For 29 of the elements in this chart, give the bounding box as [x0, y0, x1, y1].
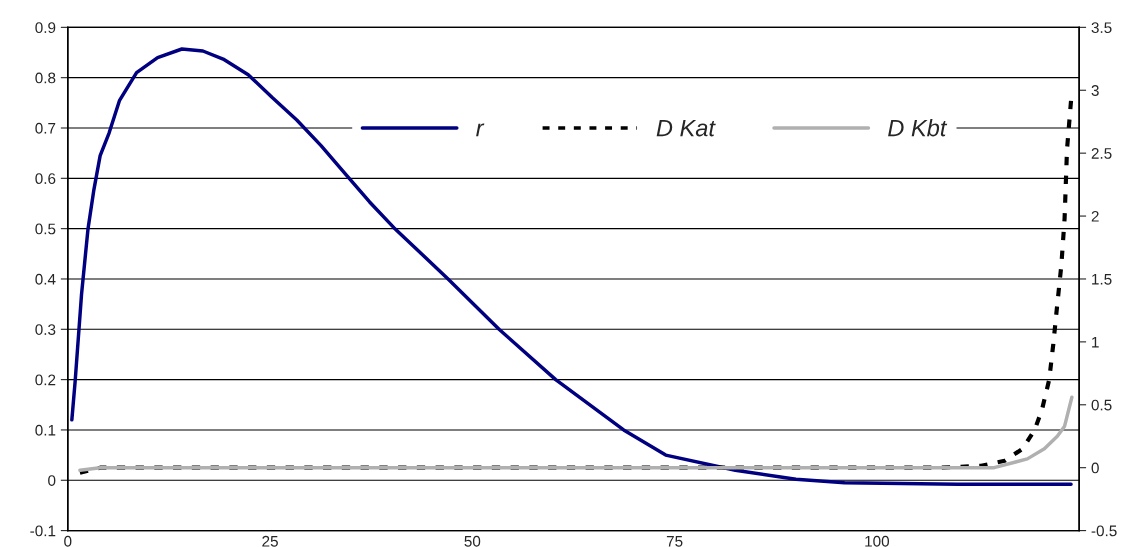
legend-label: D Kat [656, 119, 716, 137]
y-tick-label: 0.4 [35, 273, 56, 285]
y-tick-label: 0.8 [35, 72, 56, 84]
y2-tick-label: 3.5 [1091, 22, 1112, 34]
x-tick-label: 100 [865, 535, 890, 547]
y-tick-label: 0.7 [35, 122, 56, 134]
line-series [78, 395, 1074, 472]
y-tick-label: -0.1 [30, 525, 56, 537]
y-tick-label: 0 [48, 475, 56, 486]
y-tick-label: 0.1 [35, 424, 56, 436]
x-tick-label: 75 [666, 536, 683, 547]
x-tick-label: 50 [464, 535, 481, 547]
y2-tick-label: 1.5 [1092, 274, 1112, 285]
y-tick-label: 0.3 [35, 324, 56, 335]
y2-tick-label: 0.5 [1091, 399, 1112, 411]
y2-tick-label: 2.5 [1091, 148, 1112, 159]
y2-tick-label: 1 [1092, 336, 1099, 348]
x-tick-label: 25 [262, 535, 278, 547]
y-tick-label: 0.2 [35, 374, 56, 386]
legend-label: r [476, 123, 485, 137]
y2-tick-label: 0 [1091, 462, 1099, 474]
x-tick-label: 0 [64, 535, 72, 547]
y2-tick-label: 3 [1091, 85, 1099, 96]
legend-label: D Kbt [888, 119, 948, 137]
y-tick-label: 0.6 [35, 173, 56, 185]
y2-tick-label: 2 [1091, 210, 1099, 222]
y-tick-label: 0.9 [35, 22, 56, 34]
y-tick-label: 0.5 [35, 223, 56, 235]
y2-tick-label: -0.5 [1091, 525, 1117, 537]
